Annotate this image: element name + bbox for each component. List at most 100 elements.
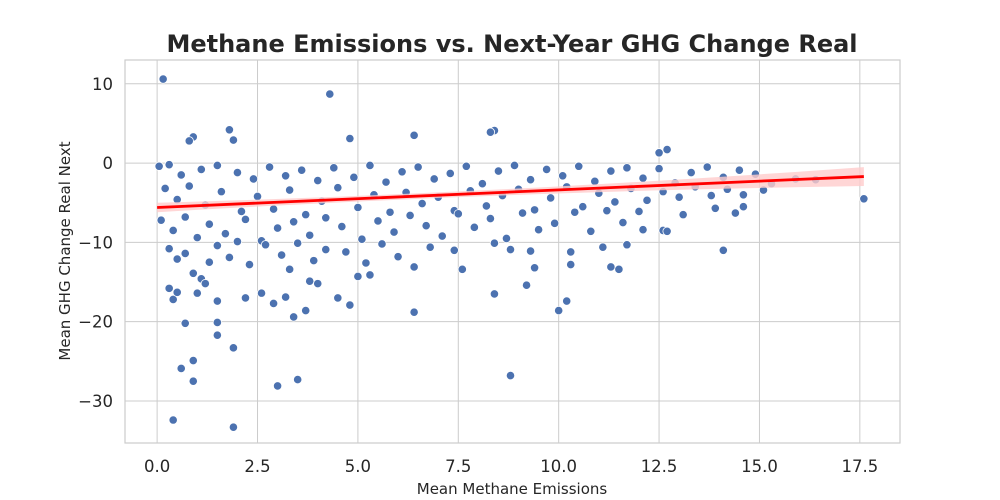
data-point: [268, 204, 279, 214]
data-point: [365, 270, 375, 280]
data-point: [272, 381, 283, 391]
data-point: [566, 259, 576, 270]
data-point: [264, 162, 275, 172]
data-point: [353, 202, 363, 213]
data-point: [268, 298, 279, 309]
data-point: [301, 210, 311, 220]
x-axis-label: Mean Methane Emissions: [417, 480, 608, 498]
data-point: [534, 225, 544, 235]
data-point: [638, 173, 648, 183]
data-point: [445, 168, 455, 178]
data-point: [485, 213, 496, 224]
data-point: [521, 280, 532, 290]
data-point: [196, 164, 206, 175]
data-point: [333, 293, 343, 303]
data-point: [164, 283, 174, 293]
data-point: [529, 205, 540, 215]
data-point: [325, 89, 335, 99]
data-point: [353, 271, 363, 282]
data-point: [240, 293, 251, 303]
plot-frame: [124, 59, 901, 444]
data-point: [252, 191, 263, 201]
data-point: [220, 229, 230, 239]
data-point: [156, 215, 166, 225]
data-point: [188, 268, 198, 278]
data-point: [305, 276, 315, 286]
data-point: [204, 257, 214, 267]
data-point: [212, 160, 222, 171]
data-point: [489, 238, 500, 248]
data-point: [212, 296, 222, 306]
x-tick-label: 7.5: [445, 457, 471, 476]
data-point: [421, 221, 431, 231]
data-point: [160, 183, 170, 194]
data-point: [285, 185, 295, 195]
data-point: [662, 226, 672, 236]
data-point: [606, 166, 616, 176]
data-point: [730, 208, 740, 218]
data-point: [168, 225, 178, 236]
data-point: [200, 279, 210, 289]
data-point: [706, 190, 716, 201]
data-point: [662, 145, 672, 155]
y-tick-label: 10: [92, 75, 113, 94]
data-point: [654, 164, 664, 174]
data-point: [184, 181, 194, 191]
data-point: [602, 206, 612, 216]
data-point: [168, 415, 178, 425]
data-point: [232, 236, 243, 247]
data-point: [192, 288, 202, 298]
data-point: [345, 133, 355, 144]
data-point: [529, 263, 540, 273]
data-point: [240, 214, 251, 224]
data-point: [859, 194, 869, 204]
data-point: [345, 300, 355, 310]
data-point: [489, 289, 500, 299]
data-point: [333, 183, 343, 193]
y-tick-label: −10: [78, 233, 113, 252]
data-point: [517, 208, 528, 218]
data-point: [224, 252, 235, 263]
data-point: [461, 161, 471, 171]
data-point: [164, 160, 174, 170]
data-point: [558, 171, 568, 181]
data-point: [188, 355, 198, 366]
data-point: [566, 247, 576, 257]
y-tick-labels: −30 −20 −10 0 10: [78, 75, 113, 411]
data-point: [485, 127, 496, 137]
data-point: [481, 201, 491, 211]
data-point: [256, 288, 267, 298]
data-point: [164, 244, 174, 254]
x-tick-label: 17.5: [841, 457, 878, 476]
data-point: [710, 203, 720, 213]
data-point: [449, 245, 459, 255]
data-point: [305, 230, 315, 240]
data-point: [678, 210, 688, 220]
data-point: [570, 207, 580, 217]
data-point: [614, 264, 624, 274]
data-point: [216, 187, 226, 197]
data-point: [525, 175, 536, 185]
y-axis-label: Mean GHG Change Real Next: [56, 141, 74, 360]
data-point: [281, 171, 291, 181]
x-tick-label: 0.0: [144, 457, 170, 476]
data-point: [429, 174, 439, 184]
data-point: [277, 250, 287, 260]
data-point: [437, 231, 447, 241]
data-point: [501, 233, 512, 244]
data-point: [236, 206, 247, 217]
data-point: [172, 254, 182, 264]
data-point: [232, 168, 243, 178]
data-point: [634, 206, 644, 217]
data-point: [469, 222, 479, 232]
data-point: [176, 170, 186, 180]
data-point: [638, 225, 648, 235]
data-point: [453, 209, 463, 219]
y-tick-label: 0: [103, 154, 114, 173]
data-point: [409, 130, 419, 140]
data-point: [313, 175, 323, 186]
trend-line-group: [157, 167, 864, 213]
trend-line: [157, 175, 864, 209]
data-point: [337, 221, 347, 232]
data-point: [586, 226, 596, 236]
